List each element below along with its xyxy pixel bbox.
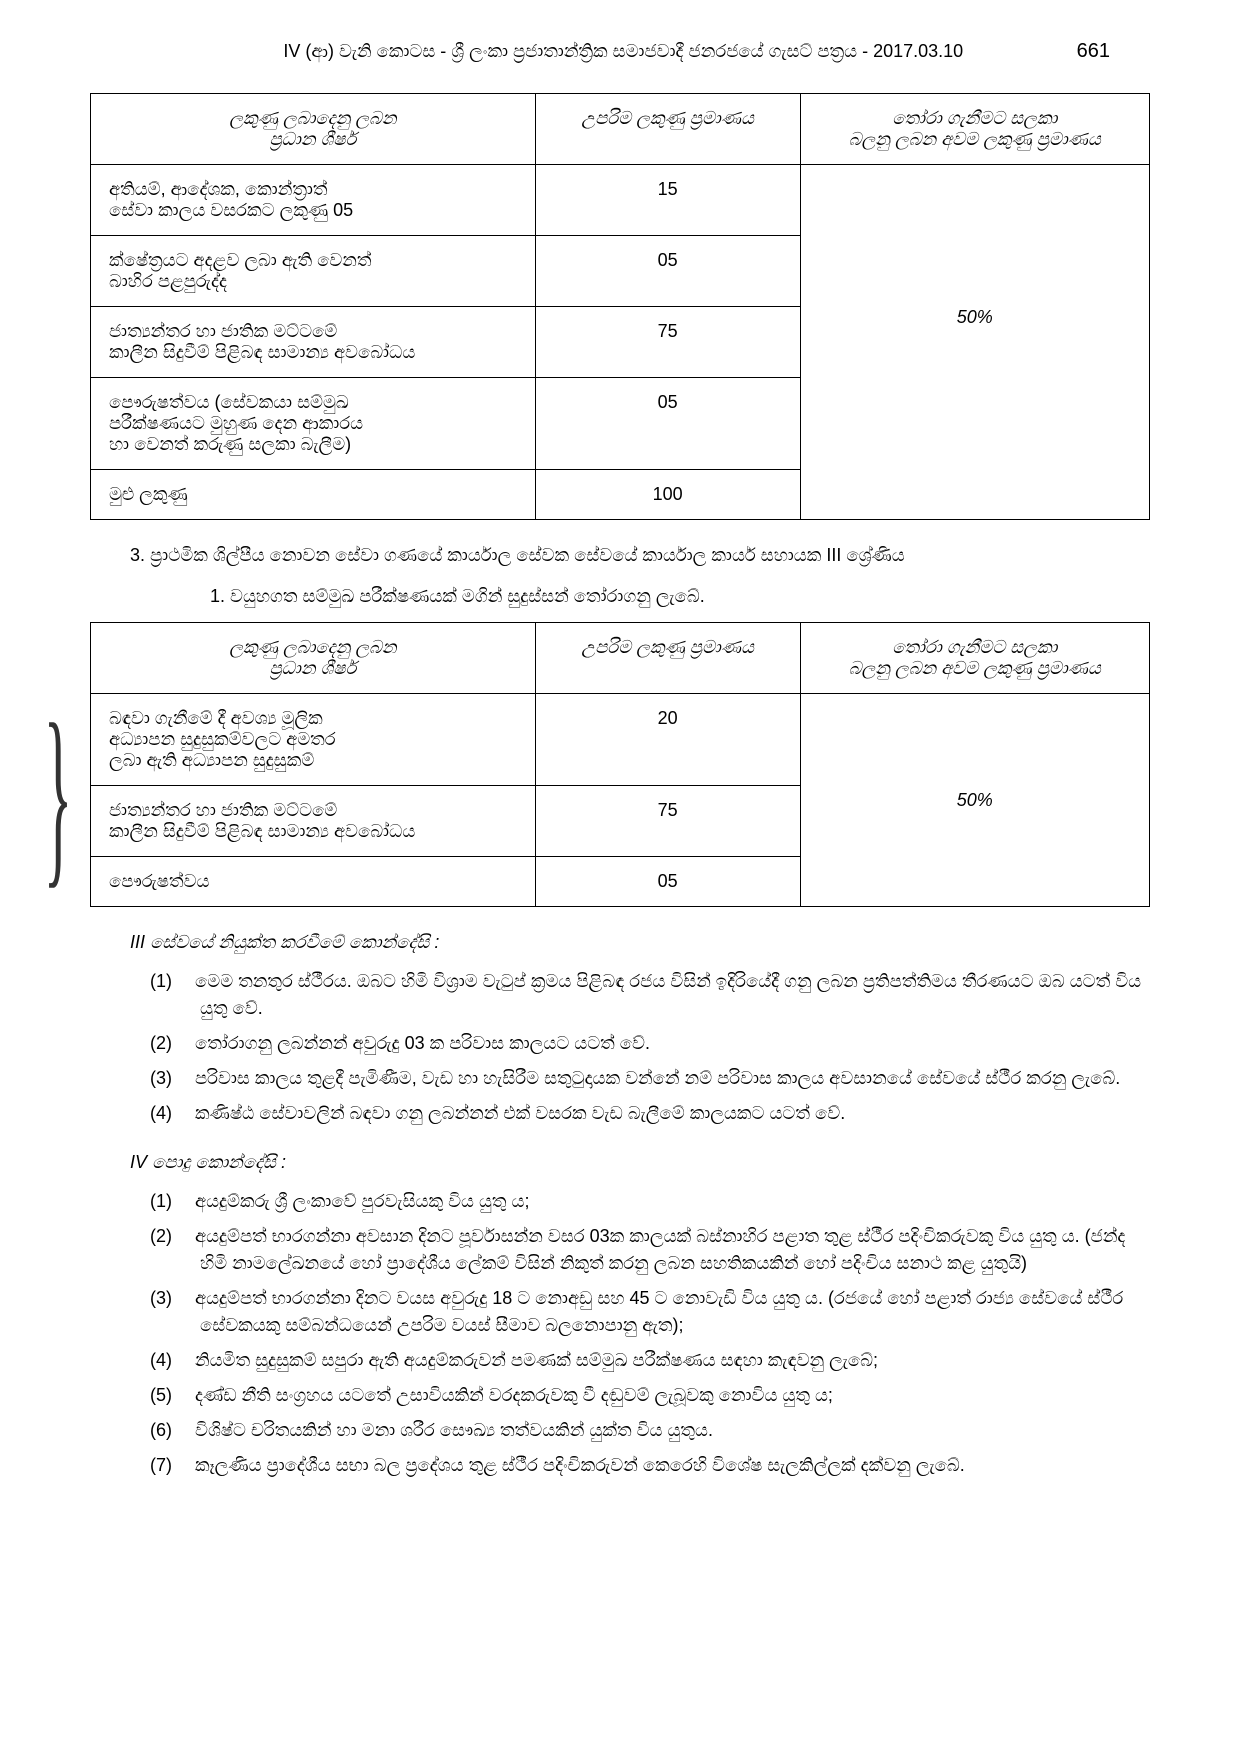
page-number: 661 xyxy=(1077,40,1110,63)
t1-r4c1: පෞරුෂත්වය (සේවකයා සම්මුඛපරීක්ෂණයට මුහුණ … xyxy=(91,378,536,470)
t2-h1: ලකුණු ලබාදෙනු ලබනප්‍රධාන ශීර්ෂ xyxy=(91,623,536,694)
list-item: (4)කණිෂ්ඨ සේවාවලින් බඳවා ගනු ලබන්නන් එක්… xyxy=(150,1100,1150,1127)
t2-r3c2: 05 xyxy=(535,857,800,907)
header-text: IV (ආ) වැනි කොටස - ශ්‍රී ලංකා ප්‍රජාතාන්… xyxy=(170,41,1077,62)
sub-1-text: 1. වයුහගත සම්මුඛ පරීක්ෂණයක් මගින් සුදුස්… xyxy=(210,586,1150,607)
t1-h1: ලකුණු ලබාදෙනු ලබනප්‍රධාන ශීර්ෂ xyxy=(91,94,536,165)
list-item: (3)පරිවාස කාලය තුළදී පැමිණීම, වැඩ හා හැස… xyxy=(150,1065,1150,1092)
page-header: IV (ආ) වැනි කොටස - ශ්‍රී ලංකා ප්‍රජාතාන්… xyxy=(90,40,1150,63)
t1-r2c2: 05 xyxy=(535,236,800,307)
list-item: (1)මෙම තනතුර ස්ථීරය. ඔබට හිමි විශ්‍රාම ව… xyxy=(150,968,1150,1022)
list-item: (5)දණ්ඩ නීති සංග්‍රහය යටතේ උසාවියකින් වර… xyxy=(150,1382,1150,1409)
list-iii: (1)මෙම තනතුර ස්ථීරය. ඔබට හිමි විශ්‍රාම ව… xyxy=(150,968,1150,1127)
t1-r3c1: ජාත්‍යන්තර හා ජාතික මට්ටමේකාලීන සිදුවීම්… xyxy=(91,307,536,378)
t2-r2c1: ජාත්‍යන්තර හා ජාතික මට්ටමේකාලීන සිදුවීම්… xyxy=(91,786,536,857)
list-item: (3)අයදුම්පත් භාරගන්නා දිනට වයස අවුරුදු 1… xyxy=(150,1285,1150,1339)
list-item: (1)අයදුම්කරු ශ්‍රී ලංකාවේ පුරවැසියකු විය… xyxy=(150,1188,1150,1215)
list-item: (6)විශිෂ්ට චරිතයකින් හා මනා ශරීර සෞඛ්‍ය … xyxy=(150,1417,1150,1444)
t1-r3c2: 75 xyxy=(535,307,800,378)
t2-r2c2: 75 xyxy=(535,786,800,857)
t1-r5c3 xyxy=(800,470,1149,520)
t2-r1c1: බඳවා ගැනීමේ දී අවශ්‍ය මූලිකඅධ්‍යාපන සුදු… xyxy=(91,694,536,786)
t1-h3: තෝරා ගැනීමට සලකාබලනු ලබන අවම ලකුණු ප්‍රම… xyxy=(800,94,1149,165)
t1-r4c2: 05 xyxy=(535,378,800,470)
t2-merged: 50% xyxy=(800,694,1149,907)
heading-iii: III සේවයේ නියුක්ත කරවීමේ කොන්දේසි : xyxy=(130,932,1150,953)
list-item: (2)අයදුම්පත් භාරගන්නා අවසාන දිනට පූර්වාස… xyxy=(150,1223,1150,1277)
heading-iv: IV පොදු කොන්දේසි : xyxy=(130,1152,1150,1173)
section-3-text: 3. ප්‍රාථමික ශිල්පීය නොවන සේවා ගණයේ කාර්… xyxy=(130,545,1150,566)
t1-r2c1: ක්ෂේත්‍රයට අදළව ලබා ඇති වෙනත්බාහිර පළපුර… xyxy=(91,236,536,307)
table-2: ලකුණු ලබාදෙනු ලබනප්‍රධාන ශීර්ෂ උපරිම ලකු… xyxy=(90,622,1150,907)
t1-r5c1: මුළු ලකුණු xyxy=(91,470,536,520)
t2-r3c1: පෞරුෂත්වය xyxy=(91,857,536,907)
list-item: (4)නියමිත සුදුසුකම් සපුරා ඇති අයදුම්කරුව… xyxy=(150,1347,1150,1374)
t1-r1c2: 15 xyxy=(535,165,800,236)
list-item: (2)තෝරාගනු ලබන්නන් අවුරුදු 03 ක පරිවාස ක… xyxy=(150,1030,1150,1057)
t2-h3: තෝරා ගැනීමට සලකාබලනු ලබන අවම ලකුණු ප්‍රම… xyxy=(800,623,1149,694)
table-1: ලකුණු ලබාදෙනු ලබනප්‍රධාන ශීර්ෂ උපරිම ලකු… xyxy=(90,93,1150,520)
decorative-bracket: } xyxy=(44,680,73,909)
t1-r5c2: 100 xyxy=(535,470,800,520)
t2-r1c2: 20 xyxy=(535,694,800,786)
t1-merged: 50% xyxy=(800,165,1149,470)
t1-h2: උපරිම ලකුණු ප්‍රමාණය xyxy=(535,94,800,165)
list-item: (7)කෑලණිය ප්‍රාදේශීය සභා බල ප්‍රදේශය තුළ… xyxy=(150,1452,1150,1479)
list-iv: (1)අයදුම්කරු ශ්‍රී ලංකාවේ පුරවැසියකු විය… xyxy=(150,1188,1150,1479)
t1-r1c1: අතියම්, ආදේශක, කොන්ත්‍රාත්සේවා කාලය වසරක… xyxy=(91,165,536,236)
t2-h2: උපරිම ලකුණු ප්‍රමාණය xyxy=(535,623,800,694)
